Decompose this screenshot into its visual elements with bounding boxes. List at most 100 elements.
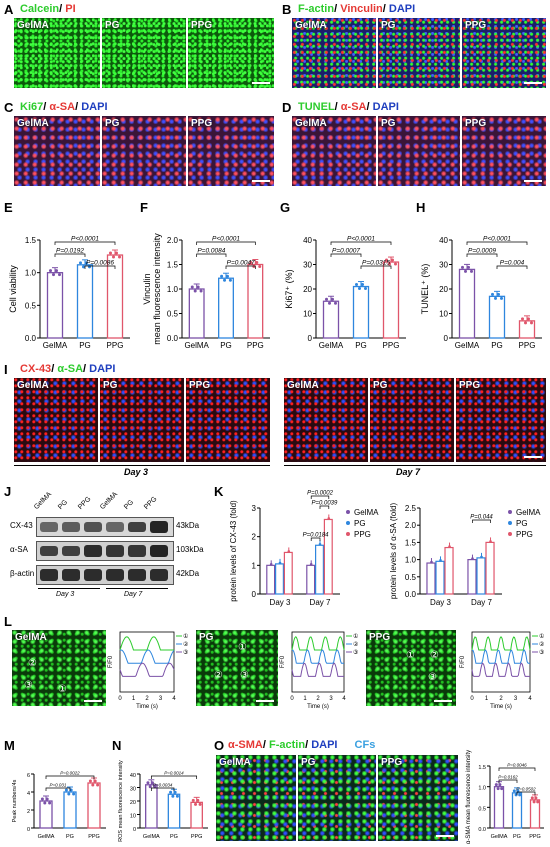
data-point [40,797,44,801]
data-point [500,296,503,300]
panel-letter-g: G [280,200,291,215]
data-point [69,788,73,792]
x-tick-label: PPG [383,341,400,350]
calcium-image-ppg: PPG ① ② ③ [366,630,456,706]
data-point [497,292,500,296]
wb-band [62,522,80,532]
title-sep: / [59,3,66,15]
x-tick-label: PPG [247,341,264,350]
bar [488,295,506,339]
legend-label: ③ [539,649,544,656]
panel-b-title: F-actin/ Vinculin/ DAPI [298,3,416,15]
data-point [491,292,494,296]
data-point [278,561,282,565]
data-point [448,545,451,548]
image-label: GelMA [17,380,49,391]
data-point [534,796,538,800]
day3-bracket [14,465,270,466]
alpha-sa-label: α-SA [340,101,367,113]
x-tick-label: 1 [485,696,489,702]
x-tick-label: PG [66,834,74,840]
micrograph-d-pg: PG [378,116,460,186]
micrograph-i-d3-ppg: PPG [186,378,270,462]
legend-label: GelMA [354,508,379,517]
cell-marker: ③ [428,672,437,683]
data-point [196,798,200,802]
data-point [394,262,397,266]
p-bracket [196,253,227,257]
data-point [55,269,58,273]
micrograph-c-gelma: GelMA [14,116,100,186]
y-axis-label: F/F0 [108,655,114,668]
bar [467,558,477,595]
y-tick-label: 0.5 [167,310,179,319]
data-point [52,273,55,277]
bar [382,261,400,339]
y-tick-label: 1.5 [167,261,179,270]
y-tick-label: 40 [439,236,448,245]
panel-letter-b: B [282,2,292,17]
legend-marker [508,532,512,536]
data-point [269,563,273,566]
micrograph-o-ppg: PPG [378,755,458,841]
p-bracket [466,241,528,245]
x-tick-label: Day 3 [430,598,451,607]
plot-frame [119,631,175,693]
x-tick-label: 3 [329,696,333,702]
data-point [93,779,97,783]
chart-l1: 0 1 2 3 4 Time (s) F/F0 ①②③ [108,631,189,710]
data-point [173,790,177,794]
data-point [532,800,536,804]
x-tick-label: 0 [290,696,294,702]
p-value-label: P=0.004 [500,260,525,267]
legend-label: ① [353,633,358,640]
data-point [494,296,497,300]
chart-e: 0.0 0.5 1.0 1.5 GelMA PG PPG P<0.0001 P=0.0192P=… [8,236,130,350]
data-point [464,269,467,273]
chart-g: 0 10 20 30 40 GelMA PG PPG P<0.0001 P=0.0007P=0.0… [284,236,406,350]
bar [46,272,64,339]
p-bracket [466,253,498,257]
image-label: GelMA [295,118,327,129]
y-tick-label: 0.0 [478,827,486,833]
legend-label: PPG [516,530,533,539]
y-tick-label: 1.5 [478,765,486,771]
p-bracket [498,779,518,783]
p-value-label: P=0.0007 [332,248,360,255]
dapi-label: DAPI [89,363,116,375]
y-tick-label: 1.0 [405,556,417,565]
x-tick-label: GelMA [491,834,508,840]
bar [518,320,536,339]
data-point [258,265,262,268]
x-tick-label: PG [79,341,91,350]
x-axis-label: Time (s) [307,704,329,710]
cell-marker: ① [238,642,247,653]
y-tick-label: 20 [439,285,448,294]
y-tick-label: 1.0 [25,269,37,278]
chart-k2: 0.0 0.5 1.0 1.5 2.0 2.5 Day 3 Day 7 P=0.044 GelMA… [389,503,541,607]
p-value-label: P<0.0001 [483,236,511,243]
y-tick-label: 2 [252,533,257,542]
image-label: PPG [381,757,403,768]
kda-label: 42kDa [176,569,200,578]
p-value-label: P=0.0184 [303,533,330,539]
wb-band [84,545,102,557]
p-bracket [330,253,362,257]
x-tick-label: 4 [172,696,176,702]
data-point [358,287,361,291]
data-point [471,557,474,560]
bar [266,564,276,595]
trace-line [291,662,344,677]
legend-label: ① [183,633,188,640]
wb-band [40,522,58,532]
y-tick-label: 20 [130,800,136,806]
data-point [255,261,259,264]
data-point [196,285,200,289]
y-tick-label: 0 [133,827,136,833]
y-tick-label: 0.5 [478,806,486,812]
day7-label: Day 7 [396,467,421,477]
legend-label: ② [183,641,189,648]
image-label: PG [373,380,388,391]
chart-l3: 0 1 2 3 4 Time (s) F/F0 ①②③ [460,631,545,710]
image-label: PPG [191,20,213,31]
